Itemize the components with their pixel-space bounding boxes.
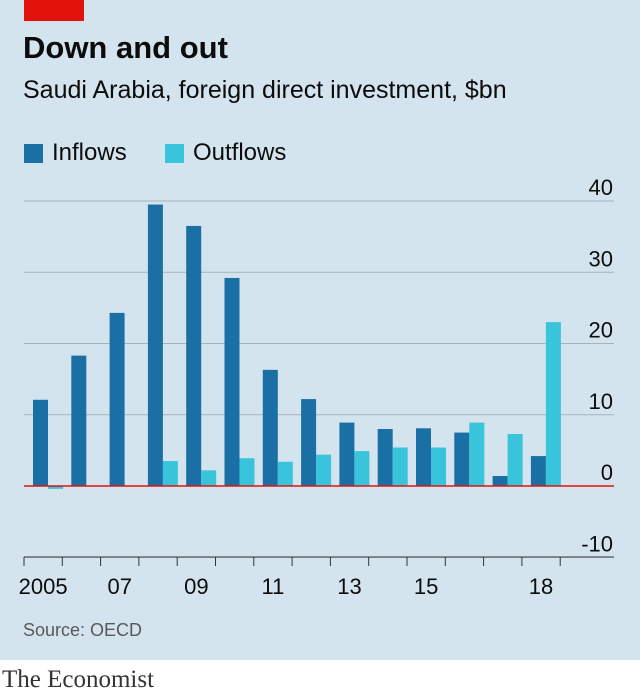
bar-outflows-2011 xyxy=(277,461,293,486)
chart-title: Down and out xyxy=(23,30,228,65)
bar-inflows-2008 xyxy=(147,204,163,486)
x-tick-label: 18 xyxy=(529,574,553,599)
bar-outflows-2012 xyxy=(316,454,332,486)
x-tick-label: 09 xyxy=(184,574,208,599)
bar-outflows-2005 xyxy=(48,486,63,489)
brand-accent-tag xyxy=(24,0,84,21)
legend-item-outflows: Outflows xyxy=(165,138,286,168)
x-tick-label: 07 xyxy=(108,574,132,599)
bar-outflows-2016 xyxy=(469,422,485,486)
chart-subtitle: Saudi Arabia, foreign direct investment,… xyxy=(23,76,507,104)
legend-swatch-inflows xyxy=(24,143,43,163)
legend-item-inflows: Inflows xyxy=(24,138,127,168)
x-tick-label: 2005 xyxy=(19,574,68,599)
y-tick-label: 10 xyxy=(589,389,613,414)
y-tick-label: -10 xyxy=(581,531,613,556)
y-tick-label: 20 xyxy=(589,318,613,343)
bar-inflows-2017 xyxy=(492,476,508,486)
bar-inflows-2009 xyxy=(186,225,202,486)
bar-inflows-2006 xyxy=(71,355,87,486)
bar-inflows-2007 xyxy=(109,312,125,486)
bar-outflows-2008 xyxy=(162,461,178,486)
bar-inflows-2015 xyxy=(416,428,431,486)
x-tick-label: 15 xyxy=(414,574,438,599)
legend-label-outflows: Outflows xyxy=(193,139,287,166)
chart-panel xyxy=(0,0,640,660)
bar-inflows-2016 xyxy=(454,432,470,486)
bar-inflows-2014 xyxy=(377,429,393,486)
y-tick-label: 40 xyxy=(589,175,613,200)
source-note: Source: OECD xyxy=(23,620,143,640)
bar-chart: 40 30 20 10 0 -10 2005 07 09 11 13 15 18 xyxy=(19,175,614,599)
publisher-logo: The Economist xyxy=(2,666,155,693)
bar-outflows-2013 xyxy=(354,451,370,486)
bar-inflows-2012 xyxy=(301,399,317,486)
y-tick-label: 30 xyxy=(589,246,613,271)
bar-outflows-2010 xyxy=(239,458,255,486)
bar-outflows-2009 xyxy=(201,470,217,486)
bar-outflows-2014 xyxy=(392,447,408,486)
bar-inflows-2011 xyxy=(262,369,278,486)
x-tick-label: 11 xyxy=(262,574,285,599)
bar-inflows-2010 xyxy=(224,277,240,486)
y-tick-label: 0 xyxy=(601,460,613,485)
x-tick-label: 13 xyxy=(337,574,361,599)
bar-inflows-2005 xyxy=(33,399,48,486)
bar-outflows-2018 xyxy=(545,322,561,486)
bar-inflows-2018 xyxy=(530,456,546,486)
legend-label-inflows: Inflows xyxy=(52,139,127,166)
bar-outflows-2017 xyxy=(507,433,523,486)
legend-swatch-outflows xyxy=(165,143,184,163)
bar-outflows-2015 xyxy=(431,447,446,486)
bar-inflows-2013 xyxy=(339,422,355,486)
